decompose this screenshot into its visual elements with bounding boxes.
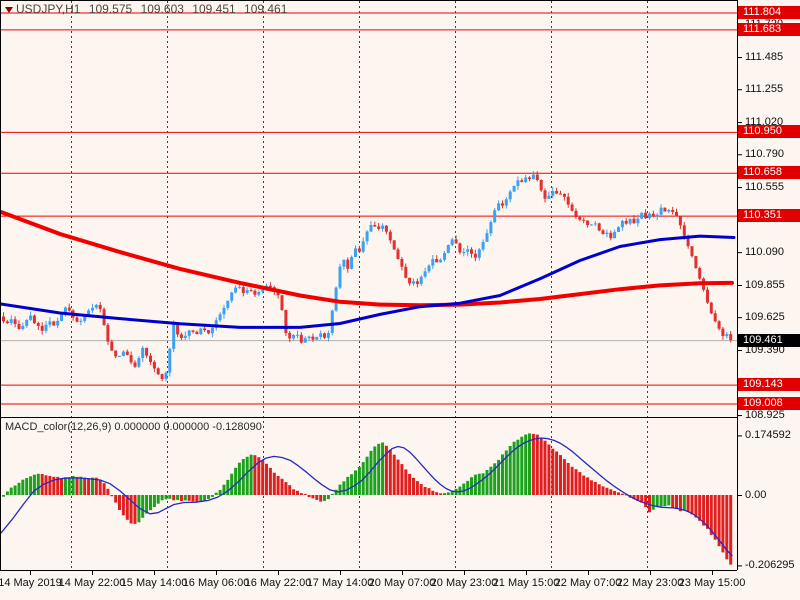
price-tick-label: 111.020 bbox=[745, 116, 784, 129]
macd-tick-label: -0.206295 bbox=[745, 559, 795, 572]
price-tick-label: 109.390 bbox=[745, 344, 785, 357]
price-level-badge: 111.804 bbox=[738, 5, 800, 19]
price-level-badge: 109.008 bbox=[738, 396, 800, 410]
price-axis[interactable]: 111.720111.485111.255111.020110.790110.5… bbox=[738, 0, 800, 600]
price-level-badge: 111.683 bbox=[738, 22, 800, 36]
price-tick-label: 110.090 bbox=[745, 246, 784, 259]
price-tick-label: 109.625 bbox=[745, 311, 785, 324]
price-tick-label: 108.925 bbox=[745, 409, 785, 422]
price-level-badge: 110.658 bbox=[738, 166, 800, 180]
price-tick-label: 111.485 bbox=[745, 51, 784, 64]
macd-tick-label: 0.174592 bbox=[745, 429, 791, 442]
price-level-badge: 110.351 bbox=[738, 209, 800, 223]
current-price-badge: 109.461 bbox=[738, 333, 800, 347]
price-tick-label: 111.255 bbox=[745, 83, 784, 96]
price-tick-label: 110.790 bbox=[745, 148, 784, 161]
price-level-badge: 109.143 bbox=[738, 378, 800, 392]
price-level-badge: 110.950 bbox=[738, 125, 800, 139]
macd-tick-label: 0.00 bbox=[745, 488, 767, 501]
price-tick-label: 110.555 bbox=[745, 181, 784, 194]
symbol-dropdown-icon[interactable] bbox=[5, 7, 13, 13]
price-tick-label: 109.855 bbox=[745, 279, 785, 291]
